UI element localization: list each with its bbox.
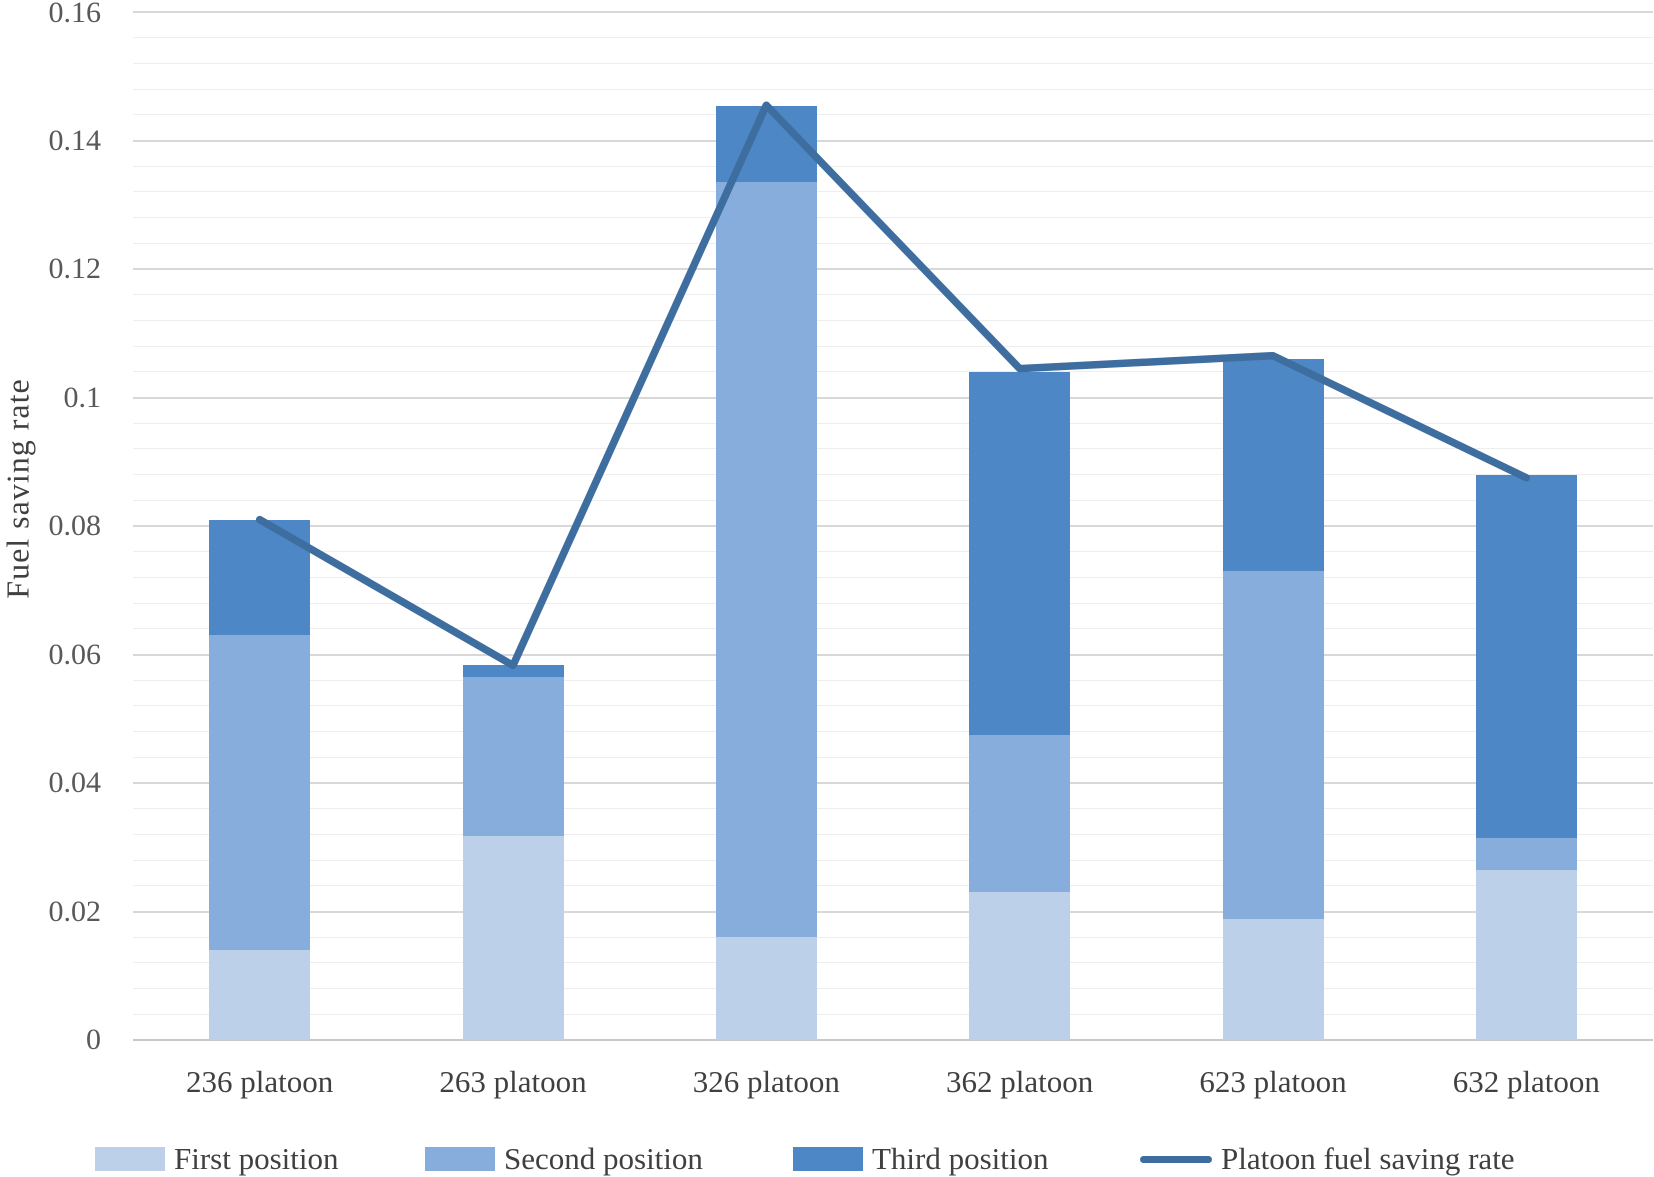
major-gridline bbox=[133, 910, 1653, 913]
minor-gridline bbox=[133, 62, 1653, 64]
minor-gridline bbox=[133, 1013, 1653, 1015]
minor-gridline bbox=[133, 294, 1653, 296]
bar-stack-326-platoon bbox=[715, 12, 817, 1040]
bar-segment-first-position bbox=[462, 835, 564, 1040]
minor-gridline bbox=[133, 988, 1653, 990]
bar-segment-second-position bbox=[969, 734, 1071, 893]
legend-label: Second position bbox=[504, 1141, 703, 1176]
minor-gridline bbox=[133, 499, 1653, 501]
bar-stack-632-platoon bbox=[1475, 12, 1577, 1040]
y-axis-tick-label: 0.06 bbox=[48, 637, 102, 671]
minor-gridline bbox=[133, 242, 1653, 244]
legend-item-third-position: Third position bbox=[793, 1140, 1049, 1177]
minor-gridline bbox=[133, 114, 1653, 116]
platoon-fuel-saving-rate-line bbox=[255, 101, 1531, 670]
bar-segment-second-position bbox=[1475, 837, 1577, 870]
bar-segment-first-position bbox=[715, 937, 817, 1040]
major-gridline bbox=[133, 268, 1653, 270]
y-axis-tick-label: 0.16 bbox=[48, 0, 102, 29]
minor-gridline bbox=[133, 165, 1653, 167]
x-axis-zero-line bbox=[133, 1039, 1653, 1041]
minor-gridline bbox=[133, 756, 1653, 758]
y-axis-tick-label: 0.08 bbox=[48, 509, 102, 542]
bar-stack-623-platoon bbox=[1222, 12, 1324, 1040]
minor-gridline bbox=[133, 628, 1653, 630]
minor-gridline bbox=[133, 422, 1653, 424]
legend-label: Platoon fuel saving rate bbox=[1221, 1141, 1515, 1176]
minor-gridline bbox=[133, 679, 1653, 681]
minor-gridline bbox=[133, 319, 1653, 321]
x-axis-label-362-platoon: 362 platoon bbox=[946, 1064, 1094, 1099]
minor-gridline bbox=[133, 345, 1653, 347]
legend-line-swatch bbox=[1140, 1155, 1212, 1163]
minor-gridline bbox=[133, 885, 1653, 887]
bar-segment-second-position bbox=[462, 677, 564, 836]
y-axis-tick-label: 0.04 bbox=[48, 766, 102, 799]
bar-segment-third-position bbox=[1475, 474, 1577, 838]
minor-gridline bbox=[133, 217, 1653, 219]
minor-gridline bbox=[133, 191, 1653, 193]
major-gridline bbox=[133, 11, 1653, 13]
y-axis-tick-label: 0.14 bbox=[48, 123, 102, 157]
legend-swatch bbox=[793, 1147, 863, 1171]
minor-gridline bbox=[133, 859, 1653, 861]
major-gridline bbox=[133, 525, 1653, 527]
minor-gridline bbox=[133, 37, 1653, 39]
minor-gridline bbox=[133, 731, 1653, 733]
y-axis-tick-label: 0.12 bbox=[48, 252, 102, 285]
bar-segment-first-position bbox=[1475, 869, 1577, 1040]
bar-segment-first-position bbox=[969, 892, 1071, 1040]
major-gridline bbox=[133, 396, 1653, 399]
bar-segment-third-position bbox=[1222, 358, 1324, 571]
legend-label: First position bbox=[174, 1141, 339, 1176]
minor-gridline bbox=[133, 936, 1653, 938]
y-axis-tick-label: 0.02 bbox=[48, 894, 102, 928]
minor-gridline bbox=[133, 88, 1653, 90]
bar-stack-263-platoon bbox=[462, 12, 564, 1040]
minor-gridline bbox=[133, 448, 1653, 450]
minor-gridline bbox=[133, 371, 1653, 373]
y-axis-tick-label: 0.1 bbox=[63, 380, 102, 414]
bar-segment-third-position bbox=[462, 665, 564, 677]
minor-gridline bbox=[133, 962, 1653, 964]
minor-gridline bbox=[133, 576, 1653, 578]
y-axis-tick-label: 0 bbox=[86, 1023, 101, 1056]
legend-item-platoon-fuel-saving-rate: Platoon fuel saving rate bbox=[1140, 1140, 1515, 1177]
x-axis-label-263-platoon: 263 platoon bbox=[439, 1064, 587, 1099]
bar-segment-second-position bbox=[715, 182, 817, 938]
bar-segment-third-position bbox=[969, 371, 1071, 735]
minor-gridline bbox=[133, 808, 1653, 810]
legend-swatch bbox=[95, 1147, 165, 1171]
line-series-path bbox=[255, 101, 1531, 670]
major-gridline bbox=[133, 139, 1653, 142]
legend-swatch bbox=[425, 1147, 495, 1171]
minor-gridline bbox=[133, 833, 1653, 835]
bar-segment-second-position bbox=[209, 635, 311, 951]
major-gridline bbox=[133, 653, 1653, 656]
legend-label: Third position bbox=[872, 1141, 1049, 1176]
minor-gridline bbox=[133, 551, 1653, 553]
x-axis-label-623-platoon: 623 platoon bbox=[1199, 1064, 1347, 1099]
x-axis-label-326-platoon: 326 platoon bbox=[692, 1064, 840, 1099]
legend-item-second-position: Second position bbox=[425, 1140, 703, 1177]
minor-gridline bbox=[133, 705, 1653, 707]
minor-gridline bbox=[133, 474, 1653, 476]
bar-stack-362-platoon bbox=[969, 12, 1071, 1040]
bar-segment-first-position bbox=[209, 950, 311, 1040]
x-axis-label-632-platoon: 632 platoon bbox=[1452, 1064, 1600, 1099]
minor-gridline bbox=[133, 602, 1653, 604]
major-gridline bbox=[133, 782, 1653, 784]
bar-segment-first-position bbox=[1222, 919, 1324, 1040]
bar-segment-second-position bbox=[1222, 570, 1324, 920]
x-axis-label-236-platoon: 236 platoon bbox=[186, 1064, 334, 1099]
legend-item-first-position: First position bbox=[95, 1140, 339, 1177]
